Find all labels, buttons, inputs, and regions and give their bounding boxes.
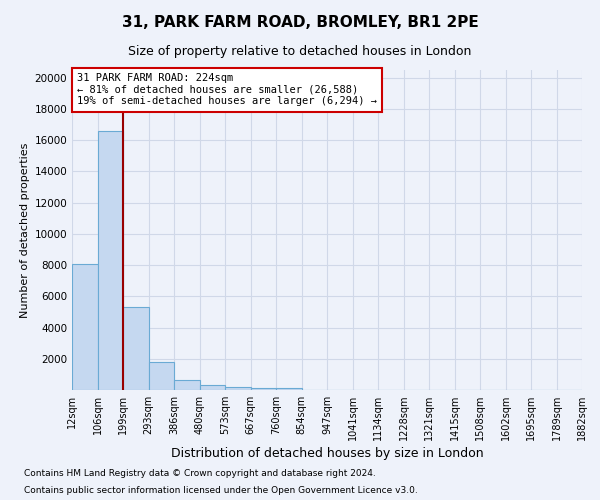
Text: 31, PARK FARM ROAD, BROMLEY, BR1 2PE: 31, PARK FARM ROAD, BROMLEY, BR1 2PE (122, 15, 478, 30)
Text: Size of property relative to detached houses in London: Size of property relative to detached ho… (128, 45, 472, 58)
Bar (276, 388, 302, 390)
Bar (251, 388, 276, 390)
Text: Contains public sector information licensed under the Open Government Licence v3: Contains public sector information licen… (24, 486, 418, 495)
Bar (97, 131, 123, 390)
Bar (72, 264, 97, 390)
Bar (174, 380, 199, 390)
Bar (199, 385, 225, 390)
X-axis label: Distribution of detached houses by size in London: Distribution of detached houses by size … (170, 448, 484, 460)
Text: Contains HM Land Registry data © Crown copyright and database right 2024.: Contains HM Land Registry data © Crown c… (24, 468, 376, 477)
Bar (225, 387, 251, 390)
Text: 31 PARK FARM ROAD: 224sqm
← 81% of detached houses are smaller (26,588)
19% of s: 31 PARK FARM ROAD: 224sqm ← 81% of detac… (77, 73, 377, 106)
Bar (149, 362, 174, 390)
Bar (123, 308, 149, 390)
Y-axis label: Number of detached properties: Number of detached properties (20, 142, 30, 318)
